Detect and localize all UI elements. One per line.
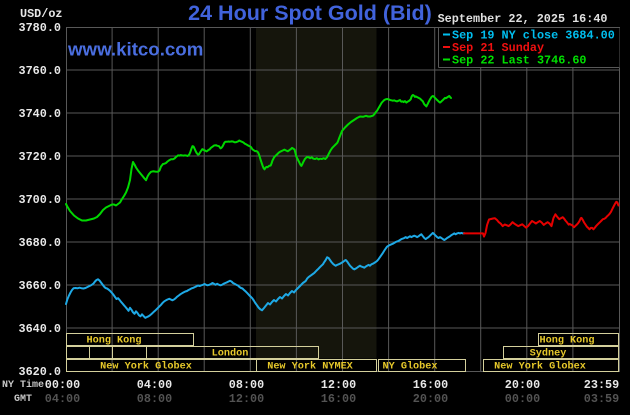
svg-text:3660.0: 3660.0 — [19, 279, 61, 293]
svg-text:NY Globex: NY Globex — [382, 361, 437, 373]
svg-text:Sep 21 Sunday: Sep 21 Sunday — [452, 41, 544, 55]
svg-text:20:00: 20:00 — [505, 378, 540, 392]
svg-text:04:00: 04:00 — [45, 392, 80, 406]
svg-text:Sydney: Sydney — [530, 348, 567, 360]
svg-text:08:00: 08:00 — [229, 378, 264, 392]
svg-text:Hong Kong: Hong Kong — [86, 336, 141, 347]
svg-text:Hong Kong: Hong Kong — [539, 336, 594, 347]
svg-text:04:00: 04:00 — [137, 378, 172, 392]
svg-text:GMT: GMT — [14, 394, 32, 405]
svg-text:16:00: 16:00 — [321, 392, 356, 406]
svg-text:3780.0: 3780.0 — [19, 21, 61, 35]
svg-text:03:59: 03:59 — [584, 392, 619, 406]
svg-text:12:00: 12:00 — [229, 392, 264, 406]
svg-text:12:00: 12:00 — [321, 378, 356, 392]
svg-text:00:00: 00:00 — [45, 378, 80, 392]
svg-text:20:00: 20:00 — [413, 392, 448, 406]
svg-text:Sep 19 NY close 3684.00: Sep 19 NY close 3684.00 — [452, 29, 615, 43]
svg-text:3760.0: 3760.0 — [19, 64, 61, 78]
svg-text:September 22, 2025 16:40: September 22, 2025 16:40 — [438, 12, 608, 26]
svg-text:Sep 22 Last 3746.60: Sep 22 Last 3746.60 — [452, 54, 587, 68]
svg-text:00:00: 00:00 — [505, 392, 540, 406]
svg-text:New York NYMEX: New York NYMEX — [267, 361, 353, 373]
svg-text:www.kitco.com: www.kitco.com — [67, 39, 203, 60]
svg-text:3740.0: 3740.0 — [19, 107, 61, 121]
svg-text:3700.0: 3700.0 — [19, 193, 61, 207]
svg-text:NY Time: NY Time — [2, 379, 44, 391]
svg-text:24 Hour Spot Gold (Bid): 24 Hour Spot Gold (Bid) — [188, 1, 432, 25]
svg-text:New York Globex: New York Globex — [100, 361, 192, 373]
svg-text:New York Globex: New York Globex — [494, 361, 586, 373]
svg-text:3720.0: 3720.0 — [19, 150, 61, 164]
svg-text:3620.0: 3620.0 — [19, 365, 61, 379]
svg-text:23:59: 23:59 — [584, 378, 619, 392]
svg-text:USD/oz: USD/oz — [20, 7, 62, 21]
svg-text:London: London — [212, 348, 249, 360]
svg-text:16:00: 16:00 — [413, 378, 448, 392]
svg-text:08:00: 08:00 — [137, 392, 172, 406]
svg-text:3640.0: 3640.0 — [19, 322, 61, 336]
svg-text:3680.0: 3680.0 — [19, 236, 61, 250]
